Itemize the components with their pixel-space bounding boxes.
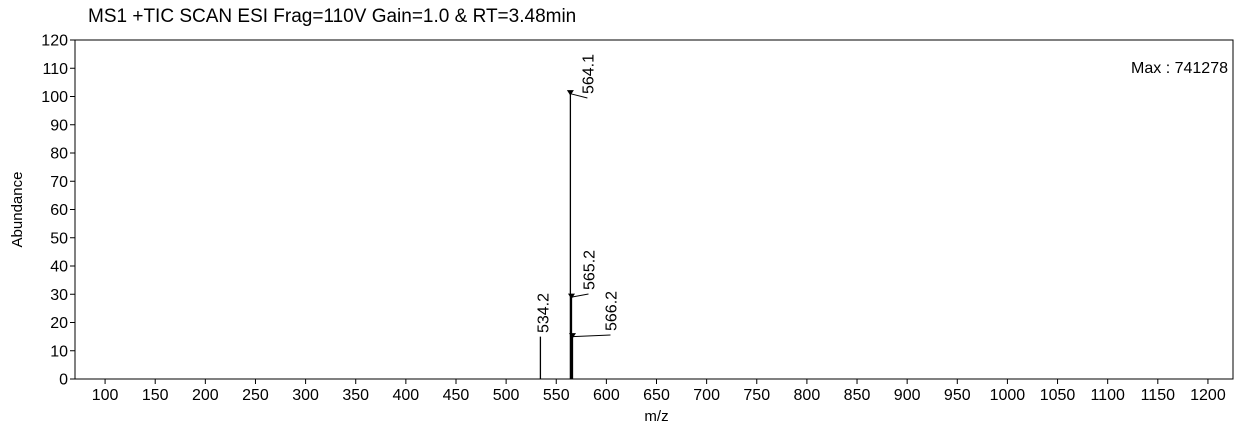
peak-label: 565.2: [581, 250, 598, 290]
x-tick-label: 1100: [1090, 387, 1125, 404]
y-tick-label: 80: [50, 146, 68, 163]
x-tick-label: 400: [393, 387, 420, 404]
y-tick-label: 20: [50, 315, 68, 332]
x-tick-label: 900: [894, 387, 921, 404]
peak-leader-line: [570, 93, 588, 99]
x-tick-label: 700: [693, 387, 720, 404]
y-tick-label: 40: [50, 259, 68, 276]
peak-label: 564.1: [580, 54, 597, 94]
x-axis: 100 150 200 250 300 350 400 450 500 550 600 650 700 7…: [92, 379, 1226, 404]
x-tick-label: 550: [543, 387, 570, 404]
peak-leader-line: [572, 334, 611, 338]
x-tick-label: 300: [292, 387, 319, 404]
peak-marker: [568, 333, 576, 339]
y-axis-label: Abundance: [9, 172, 26, 248]
x-tick-label: 450: [443, 387, 470, 404]
x-tick-label: 750: [743, 387, 770, 404]
peak-label: 566.2: [603, 291, 620, 331]
x-tick-label: 850: [844, 387, 871, 404]
x-axis-label: m/z: [644, 408, 668, 425]
plot-frame: [74, 39, 1234, 380]
x-tick-label: 250: [242, 387, 269, 404]
x-tick-label: 1150: [1141, 387, 1176, 404]
y-tick-label: 60: [50, 202, 68, 219]
y-axis: 0 10 20 30 40 50 60 70 80 90 100 110 120: [41, 33, 75, 389]
x-tick-label: 500: [493, 387, 520, 404]
peak-leader-line: [571, 293, 589, 298]
y-tick-label: 90: [50, 117, 68, 134]
y-tick-label: 110: [42, 61, 68, 78]
x-tick-label: 600: [593, 387, 620, 404]
peak-marker: [567, 293, 575, 300]
y-tick-label: 120: [41, 33, 68, 50]
max-abundance-label: Max : 741278: [1131, 60, 1228, 77]
x-tick-label: 350: [342, 387, 369, 404]
y-tick-label: 70: [50, 174, 68, 191]
peak-marker: [566, 90, 574, 96]
y-tick-label: 100: [41, 89, 68, 106]
x-tick-label: 1050: [1040, 387, 1076, 404]
x-tick-label: 100: [92, 387, 119, 404]
chart-title: MS1 +TIC SCAN ESI Frag=110V Gain=1.0 & R…: [88, 6, 576, 27]
y-tick-label: 50: [50, 230, 68, 247]
x-tick-label: 150: [142, 387, 169, 404]
x-tick-label: 1200: [1190, 387, 1226, 404]
x-tick-label: 1000: [990, 387, 1026, 404]
peaks-layer: 534.2 564.1 565.2 566.2: [535, 54, 620, 379]
x-tick-label: 800: [794, 387, 821, 404]
x-tick-label: 650: [643, 387, 670, 404]
y-tick-label: 0: [59, 372, 68, 389]
y-tick-label: 30: [50, 287, 68, 304]
x-tick-label: 200: [192, 387, 219, 404]
x-tick-label: 950: [944, 387, 971, 404]
peak-label: 534.2: [535, 293, 552, 333]
y-tick-label: 10: [50, 343, 68, 360]
